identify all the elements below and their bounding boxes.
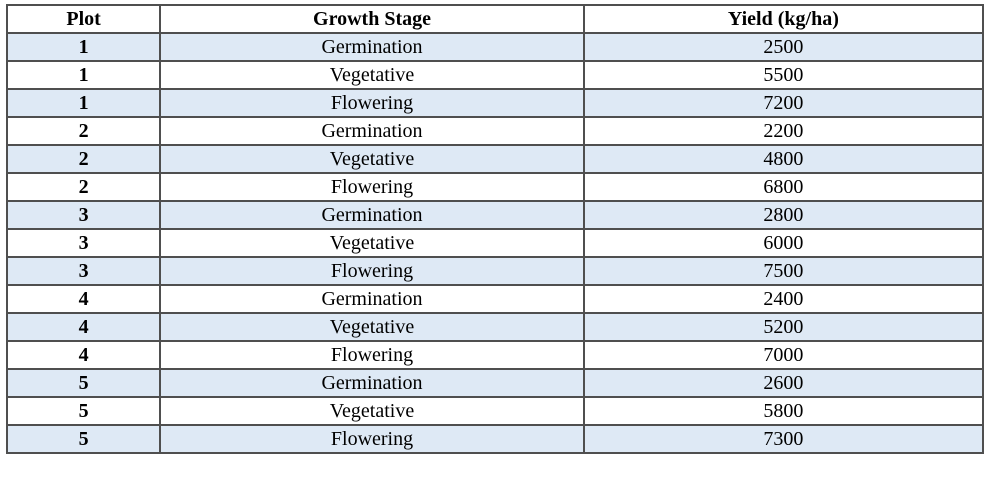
cell-yield: 7200	[582, 88, 985, 118]
cell-yield: 7300	[582, 424, 985, 454]
cell-plot: 4	[5, 284, 162, 314]
cell-stage: Flowering	[159, 340, 585, 370]
cell-stage: Vegetative	[159, 144, 585, 174]
table-row: 4 Flowering 7000	[5, 340, 985, 370]
table-row: 3 Germination 2800	[5, 200, 985, 230]
cell-plot: 2	[5, 144, 162, 174]
cell-stage: Vegetative	[159, 396, 585, 426]
cell-yield: 5500	[582, 60, 985, 90]
cell-yield: 5800	[582, 396, 985, 426]
cell-stage: Vegetative	[159, 228, 585, 258]
cell-plot: 5	[5, 424, 162, 454]
cell-yield: 2200	[582, 116, 985, 146]
crop-yield-table: Plot Growth Stage Yield (kg/ha) 1 Germin…	[5, 4, 985, 454]
cell-plot: 1	[5, 88, 162, 118]
cell-yield: 6800	[582, 172, 985, 202]
table-row: 1 Vegetative 5500	[5, 60, 985, 90]
cell-plot: 4	[5, 340, 162, 370]
cell-plot: 3	[5, 228, 162, 258]
cell-stage: Germination	[159, 368, 585, 398]
header-row: Plot Growth Stage Yield (kg/ha)	[5, 4, 985, 34]
col-header-plot: Plot	[5, 4, 162, 34]
cell-plot: 4	[5, 312, 162, 342]
table-row: 1 Flowering 7200	[5, 88, 985, 118]
cell-plot: 5	[5, 368, 162, 398]
table-row: 2 Flowering 6800	[5, 172, 985, 202]
cell-plot: 1	[5, 32, 162, 62]
table-row: 3 Vegetative 6000	[5, 228, 985, 258]
cell-stage: Flowering	[159, 88, 585, 118]
cell-stage: Germination	[159, 284, 585, 314]
cell-stage: Germination	[159, 200, 585, 230]
col-header-stage: Growth Stage	[159, 4, 585, 34]
cell-plot: 5	[5, 396, 162, 426]
table-row: 4 Germination 2400	[5, 284, 985, 314]
cell-plot: 1	[5, 60, 162, 90]
table-row: 5 Flowering 7300	[5, 424, 985, 454]
cell-yield: 2600	[582, 368, 985, 398]
cell-yield: 4800	[582, 144, 985, 174]
cell-yield: 7500	[582, 256, 985, 286]
table-row: 2 Vegetative 4800	[5, 144, 985, 174]
cell-plot: 2	[5, 172, 162, 202]
col-header-yield: Yield (kg/ha)	[582, 4, 985, 34]
cell-yield: 7000	[582, 340, 985, 370]
cell-stage: Vegetative	[159, 312, 585, 342]
cell-plot: 2	[5, 116, 162, 146]
cell-stage: Germination	[159, 32, 585, 62]
cell-yield: 5200	[582, 312, 985, 342]
table-row: 4 Vegetative 5200	[5, 312, 985, 342]
table-row: 5 Vegetative 5800	[5, 396, 985, 426]
cell-yield: 6000	[582, 228, 985, 258]
table-row: 2 Germination 2200	[5, 116, 985, 146]
cell-yield: 2500	[582, 32, 985, 62]
cell-stage: Flowering	[159, 172, 585, 202]
cell-stage: Flowering	[159, 424, 585, 454]
cell-plot: 3	[5, 200, 162, 230]
cell-yield: 2800	[582, 200, 985, 230]
cell-stage: Germination	[159, 116, 585, 146]
table-row: 1 Germination 2500	[5, 32, 985, 62]
cell-yield: 2400	[582, 284, 985, 314]
table-row: 5 Germination 2600	[5, 368, 985, 398]
table-row: 3 Flowering 7500	[5, 256, 985, 286]
cell-plot: 3	[5, 256, 162, 286]
cell-stage: Vegetative	[159, 60, 585, 90]
cell-stage: Flowering	[159, 256, 585, 286]
